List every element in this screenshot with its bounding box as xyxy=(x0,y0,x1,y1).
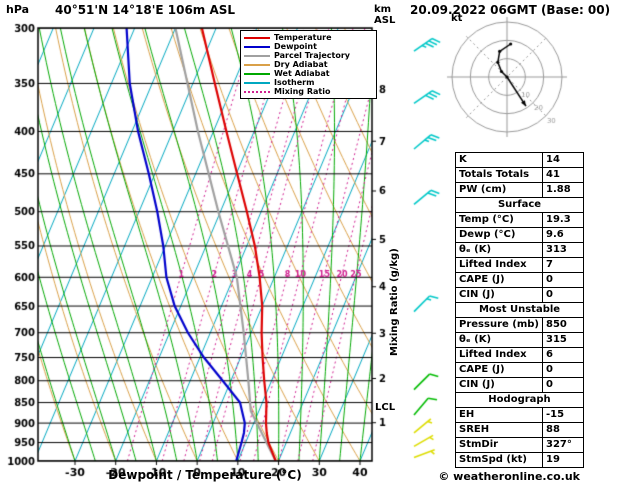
legend-label: Wet Adiabat xyxy=(274,69,330,78)
row-label: StmSpd (kt) xyxy=(455,452,543,468)
section-title: Hodograph xyxy=(455,392,584,408)
row-value: 0 xyxy=(542,377,584,393)
row-label: Temp (°C) xyxy=(455,212,543,228)
table-row: Lifted Index 7 xyxy=(455,257,584,273)
row-label: EH xyxy=(455,407,543,423)
row-value: 41 xyxy=(542,167,584,183)
table-row: CIN (J) 0 xyxy=(455,287,584,303)
table-section-header: Hodograph xyxy=(455,392,584,408)
legend-swatch-dry_adiabat xyxy=(244,63,270,66)
legend-item: Dry Adiabat xyxy=(244,60,373,69)
legend-label: Mixing Ratio xyxy=(274,87,331,96)
table-section-header: Most Unstable xyxy=(455,302,584,318)
row-value: 313 xyxy=(542,242,584,258)
table-row: PW (cm) 1.88 xyxy=(455,182,584,198)
table-row: CAPE (J) 0 xyxy=(455,272,584,288)
row-value: 0 xyxy=(542,362,584,378)
row-value: 0 xyxy=(542,272,584,288)
legend-swatch-mixing_ratio xyxy=(244,90,270,93)
row-value: 850 xyxy=(542,317,584,333)
mixing-ratio-axis-label: Mixing Ratio (g/kg) xyxy=(389,248,400,356)
table-row: Temp (°C) 19.3 xyxy=(455,212,584,228)
legend-item: Isotherm xyxy=(244,78,373,87)
table-row: Totals Totals 41 xyxy=(455,167,584,183)
legend-item: Mixing Ratio xyxy=(244,87,373,96)
legend-item: Dewpoint xyxy=(244,42,373,51)
table-row: Lifted Index 6 xyxy=(455,347,584,363)
indices-table: K 14 Totals Totals 41 PW (cm) 1.88 Surface Temp… xyxy=(455,152,584,468)
table-row: Pressure (mb) 850 xyxy=(455,317,584,333)
table-row: CIN (J) 0 xyxy=(455,377,584,393)
copyright: © weatheronline.co.uk xyxy=(438,470,580,483)
table-row: Dewp (°C) 9.6 xyxy=(455,227,584,243)
datetime-title: 20.09.2022 06GMT (Base: 00) xyxy=(410,3,611,17)
row-label: CAPE (J) xyxy=(455,362,543,378)
row-label: Dewp (°C) xyxy=(455,227,543,243)
legend-label: Parcel Trajectory xyxy=(274,51,350,60)
row-value: 9.6 xyxy=(542,227,584,243)
pressure-axis-unit-label: hPa xyxy=(6,3,30,16)
legend-item: Parcel Trajectory xyxy=(244,51,373,60)
table-row: EH -15 xyxy=(455,407,584,423)
table-row: CAPE (J) 0 xyxy=(455,362,584,378)
legend-item: Temperature xyxy=(244,33,373,42)
section-title: Most Unstable xyxy=(455,302,584,318)
chart-legend: Temperature Dewpoint Parcel Trajectory Dry … xyxy=(240,30,377,99)
row-label: Lifted Index xyxy=(455,257,543,273)
row-label: Lifted Index xyxy=(455,347,543,363)
table-row: StmDir 327° xyxy=(455,437,584,453)
table-row: SREH 88 xyxy=(455,422,584,438)
table-row: StmSpd (kt) 19 xyxy=(455,452,584,468)
row-label: SREH xyxy=(455,422,543,438)
row-value: 19.3 xyxy=(542,212,584,228)
legend-item: Wet Adiabat xyxy=(244,69,373,78)
row-value: 315 xyxy=(542,332,584,348)
row-label: CIN (J) xyxy=(455,377,543,393)
row-label: CIN (J) xyxy=(455,287,543,303)
row-label: StmDir xyxy=(455,437,543,453)
station-title: 40°51'N 14°18'E 106m ASL xyxy=(55,3,236,17)
row-label: Totals Totals xyxy=(455,167,543,183)
legend-label: Isotherm xyxy=(274,78,315,87)
legend-label: Dewpoint xyxy=(274,42,317,51)
legend-label: Temperature xyxy=(274,33,332,42)
legend-swatch-dewpoint xyxy=(244,45,270,48)
row-value: 327° xyxy=(542,437,584,453)
row-value: 7 xyxy=(542,257,584,273)
row-label: θₑ (K) xyxy=(455,332,543,348)
row-label: CAPE (J) xyxy=(455,272,543,288)
lcl-marker-label: LCL xyxy=(375,402,396,413)
row-label: θₑ (K) xyxy=(455,242,543,258)
table-row: θₑ (K) 315 xyxy=(455,332,584,348)
row-value: 19 xyxy=(542,452,584,468)
row-value: 14 xyxy=(542,152,584,168)
row-value: -15 xyxy=(542,407,584,423)
table-section-header: Surface xyxy=(455,197,584,213)
row-value: 88 xyxy=(542,422,584,438)
section-title: Surface xyxy=(455,197,584,213)
row-value: 0 xyxy=(542,287,584,303)
altitude-axis-label: km ASL xyxy=(374,4,396,26)
legend-swatch-parcel xyxy=(244,54,270,57)
table-row: K 14 xyxy=(455,152,584,168)
row-label: PW (cm) xyxy=(455,182,543,198)
legend-label: Dry Adiabat xyxy=(274,60,328,69)
row-label: K xyxy=(455,152,543,168)
row-label: Pressure (mb) xyxy=(455,317,543,333)
row-value: 6 xyxy=(542,347,584,363)
row-value: 1.88 xyxy=(542,182,584,198)
table-row: θₑ (K) 313 xyxy=(455,242,584,258)
legend-swatch-temperature xyxy=(244,36,270,39)
hodograph-unit-label: kt xyxy=(451,13,463,24)
legend-swatch-wet_adiabat xyxy=(244,72,270,75)
legend-swatch-isotherm xyxy=(244,81,270,84)
temperature-axis-label: Dewpoint / Temperature (°C) xyxy=(108,468,302,482)
